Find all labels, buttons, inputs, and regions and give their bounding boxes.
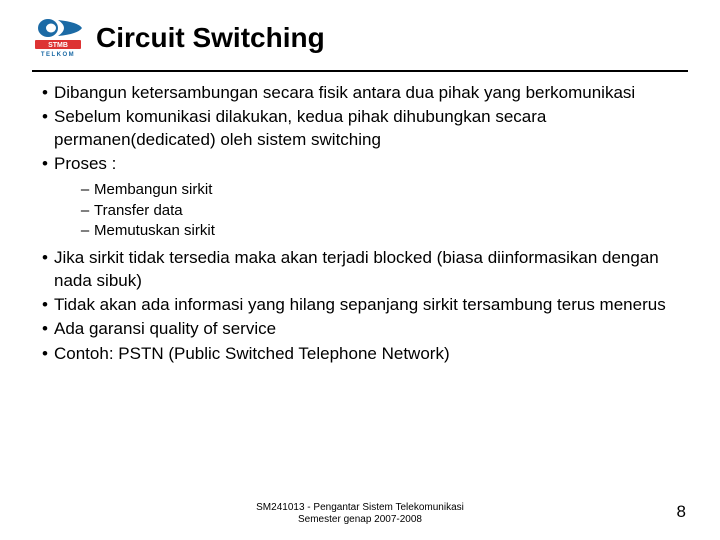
bullet-dot-icon: •	[36, 343, 54, 365]
bullet-dot-icon: •	[36, 82, 54, 104]
bullet-dot-icon: •	[36, 247, 54, 269]
bullet-list-2: •Jika sirkit tidak tersedia maka akan te…	[36, 247, 688, 365]
bullet-text: Contoh: PSTN (Public Switched Telephone …	[54, 343, 688, 365]
bullet-item: •Dibangun ketersambungan secara fisik an…	[36, 82, 688, 104]
sub-bullet-list: –Membangun sirkit –Transfer data –Memutu…	[36, 180, 688, 241]
bullet-item: •Tidak akan ada informasi yang hilang se…	[36, 294, 688, 316]
footer-line-2: Semester genap 2007-2008	[0, 514, 720, 526]
bullet-text: Sebelum komunikasi dilakukan, kedua piha…	[54, 106, 688, 151]
bullet-item: •Proses :	[36, 153, 688, 175]
bullet-text: Dibangun ketersambungan secara fisik ant…	[54, 82, 688, 104]
bullet-item: •Contoh: PSTN (Public Switched Telephone…	[36, 343, 688, 365]
logo-brand-text: STMB	[48, 42, 68, 49]
bullet-text: Jika sirkit tidak tersedia maka akan ter…	[54, 247, 688, 292]
sub-bullet-text: Memutuskan sirkit	[94, 221, 215, 241]
bullet-dot-icon: •	[36, 106, 54, 128]
footer: SM241013 - Pengantar Sistem Telekomunika…	[0, 502, 720, 526]
footer-line-1: SM241013 - Pengantar Sistem Telekomunika…	[0, 502, 720, 514]
logo-mark-icon: STMB	[32, 16, 84, 50]
bullet-item: •Sebelum komunikasi dilakukan, kedua pih…	[36, 106, 688, 151]
sub-bullet-item: –Membangun sirkit	[76, 180, 688, 200]
slide: STMB TELKOM Circuit Switching •Dibangun …	[0, 0, 720, 540]
bullet-dot-icon: •	[36, 318, 54, 340]
title-divider	[32, 70, 688, 72]
header: STMB TELKOM Circuit Switching	[32, 16, 688, 58]
dash-icon: –	[76, 221, 94, 241]
bullet-list: •Dibangun ketersambungan secara fisik an…	[36, 82, 688, 176]
bullet-dot-icon: •	[36, 294, 54, 316]
bullet-item: •Jika sirkit tidak tersedia maka akan te…	[36, 247, 688, 292]
dash-icon: –	[76, 201, 94, 221]
dash-icon: –	[76, 180, 94, 200]
logo: STMB TELKOM	[32, 16, 84, 58]
bullet-text: Proses :	[54, 153, 688, 175]
bullet-text: Ada garansi quality of service	[54, 318, 688, 340]
sub-bullet-item: –Transfer data	[76, 201, 688, 221]
sub-bullet-item: –Memutuskan sirkit	[76, 221, 688, 241]
slide-title: Circuit Switching	[96, 16, 325, 54]
page-number: 8	[677, 502, 686, 522]
content-area: •Dibangun ketersambungan secara fisik an…	[32, 82, 688, 365]
sub-bullet-text: Membangun sirkit	[94, 180, 212, 200]
sub-bullet-text: Transfer data	[94, 201, 183, 221]
logo-tagline: TELKOM	[41, 52, 75, 58]
bullet-text: Tidak akan ada informasi yang hilang sep…	[54, 294, 688, 316]
bullet-dot-icon: •	[36, 153, 54, 175]
bullet-item: •Ada garansi quality of service	[36, 318, 688, 340]
